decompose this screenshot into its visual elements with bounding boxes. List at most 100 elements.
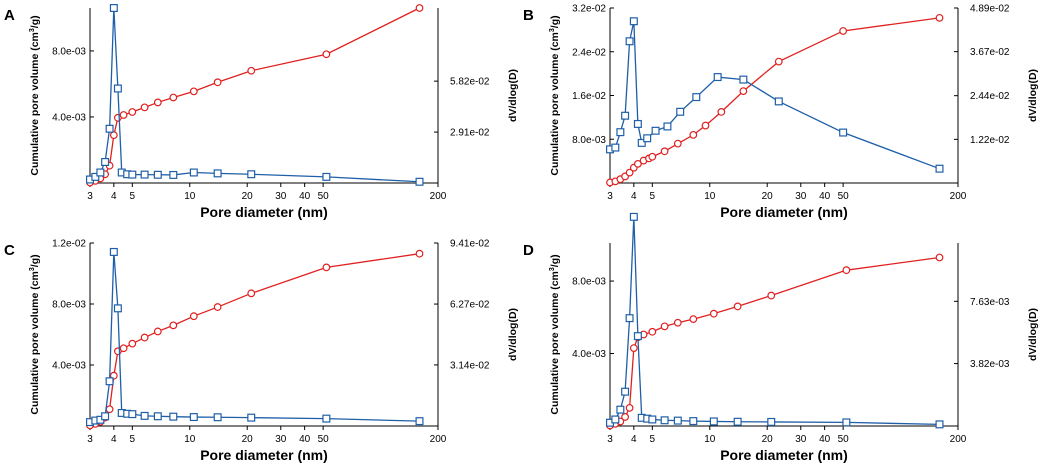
series-line — [609, 21, 940, 170]
data-point-circle — [660, 147, 669, 156]
x-tick-label: 4 — [111, 191, 117, 202]
data-point-circle — [648, 152, 657, 161]
data-point-circle — [415, 249, 424, 258]
data-point-square — [637, 138, 646, 147]
data-point-square — [101, 158, 110, 167]
data-point-square — [651, 126, 660, 135]
data-point-circle — [689, 315, 698, 323]
data-point-square — [113, 304, 122, 313]
panel-c: C 3 4 5 10 20 30 40 50 200 4.0e-03 8.0e-03 1.2e-02 3.… — [4, 239, 519, 464]
data-point-circle — [648, 327, 657, 336]
series-dv-dlogd — [85, 247, 424, 427]
y-right-axis-label: dV/dlog(D) — [507, 69, 519, 122]
x-tick-label: 200 — [430, 434, 447, 445]
series-dv-dlogd — [605, 212, 944, 429]
x-tick-label: 4 — [631, 191, 637, 202]
data-point-square — [689, 417, 698, 426]
data-point-square — [140, 411, 149, 420]
data-point-circle — [119, 111, 128, 119]
data-point-circle — [709, 309, 718, 318]
series-line — [609, 216, 940, 426]
y-right-tick-label: 2.44e-02 — [970, 91, 1010, 102]
y-right-tick-label: 1.22e-02 — [970, 135, 1010, 146]
data-point-square — [247, 170, 256, 179]
data-point-square — [692, 93, 701, 102]
y-right-tick-label: 3.67e-02 — [970, 47, 1010, 58]
x-tick-label: 3 — [607, 434, 613, 445]
x-tick-label: 30 — [795, 191, 807, 202]
x-tick-label: 40 — [299, 191, 311, 202]
data-point-square — [935, 164, 944, 173]
y-left-label-main: Cumulative pore volume (cm — [29, 271, 41, 415]
y-left-label-unit: /g) — [549, 15, 561, 28]
data-point-circle — [169, 321, 178, 330]
data-point-square — [213, 169, 222, 178]
data-point-square — [322, 414, 331, 423]
data-point-square — [629, 212, 638, 221]
y-left-axis-label: Cumulative pore volume (cm3/g) — [549, 254, 561, 414]
data-point-square — [660, 416, 669, 425]
data-point-square — [643, 134, 652, 143]
y-left-tick-label: 4.0e-03 — [572, 349, 606, 360]
y-left-tick-label: 1.2e-02 — [52, 239, 86, 250]
x-tick-label: 5 — [650, 191, 656, 202]
data-point-circle — [128, 339, 137, 348]
x-tick-label: 3 — [87, 434, 93, 445]
data-point-square — [96, 168, 105, 177]
data-point-square — [105, 124, 114, 133]
data-point-circle — [689, 130, 698, 139]
y-left-label-unit: /g) — [549, 254, 561, 267]
x-tick-label: 50 — [318, 191, 330, 202]
data-point-square — [91, 172, 100, 181]
x-axis-label: Pore diameter (nm) — [720, 204, 848, 220]
x-tick-label: 50 — [318, 434, 330, 445]
y-left-label-unit: /g) — [29, 254, 41, 267]
data-point-square — [113, 84, 122, 93]
series-cumulative-pore-volume — [606, 13, 944, 187]
data-point-square — [140, 170, 149, 179]
y-left-label-main: Cumulative pore volume (cm — [549, 32, 561, 176]
data-point-circle — [213, 78, 222, 87]
data-point-circle — [415, 4, 424, 12]
data-point-circle — [629, 344, 638, 352]
data-point-circle — [169, 93, 178, 102]
data-point-square — [839, 128, 848, 137]
panel-label: A — [4, 7, 15, 24]
panel-label: D — [523, 242, 534, 259]
series-cumulative-pore-volume — [86, 249, 424, 430]
x-tick-label: 20 — [242, 191, 254, 202]
series-dv-dlogd — [85, 3, 424, 186]
y-left-tick-label: 8.0e-03 — [52, 300, 86, 311]
y-left-tick-label: 4.0e-03 — [52, 112, 86, 123]
y-left-label-main: Cumulative pore volume (cm — [29, 32, 41, 176]
data-point-circle — [247, 289, 256, 298]
data-point-square — [153, 170, 162, 179]
x-axis-label: Pore diameter (nm) — [200, 204, 328, 220]
y-left-label-superscript: 3 — [29, 267, 36, 271]
y-right-tick-label: 2.91e-02 — [450, 128, 490, 139]
x-tick-label: 5 — [130, 434, 136, 445]
data-point-square — [629, 17, 638, 26]
x-tick-label: 4 — [111, 434, 117, 445]
x-tick-label: 200 — [430, 191, 447, 202]
data-point-square — [663, 122, 672, 131]
y-right-tick-label: 5.82e-02 — [450, 77, 490, 88]
data-point-circle — [189, 87, 198, 96]
y-right-tick-label: 6.27e-02 — [450, 300, 490, 311]
data-point-circle — [774, 57, 783, 66]
data-point-circle — [935, 13, 944, 22]
data-point-circle — [213, 303, 222, 311]
x-tick-label: 40 — [819, 191, 831, 202]
series-dv-dlogd — [605, 17, 944, 173]
series-cumulative-pore-volume — [86, 4, 424, 187]
x-tick-label: 30 — [275, 434, 287, 445]
series-cumulative-pore-volume — [606, 253, 944, 430]
data-point-square — [105, 377, 114, 386]
data-point-circle — [140, 333, 149, 342]
x-tick-label: 50 — [838, 434, 850, 445]
y-left-tick-label: 8.0e-03 — [52, 46, 86, 57]
data-point-square — [101, 412, 110, 421]
y-left-label-superscript: 3 — [549, 267, 556, 271]
data-point-square — [625, 314, 634, 323]
